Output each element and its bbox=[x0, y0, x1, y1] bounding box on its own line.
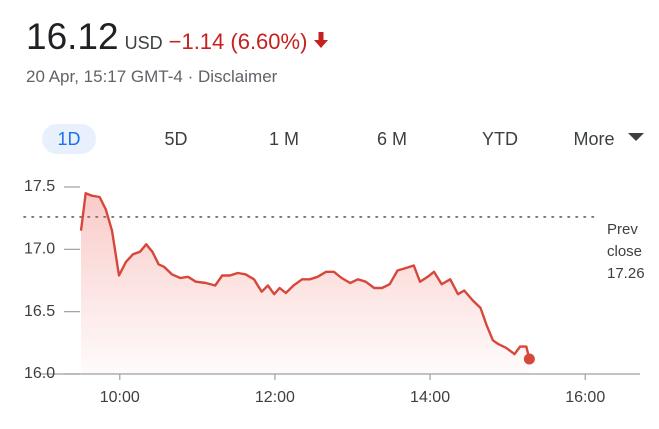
prev-close: Prev close 17.26 bbox=[607, 219, 657, 285]
change: −1.14 (6.60%) bbox=[168, 29, 308, 54]
tab[interactable]: More bbox=[573, 129, 615, 149]
y-tick-label: 17.5 bbox=[24, 178, 55, 195]
tab[interactable]: YTD bbox=[482, 129, 518, 149]
prev-close-label: Prev close bbox=[607, 221, 643, 260]
last-point bbox=[523, 353, 535, 365]
y-tick-label: 17.0 bbox=[24, 241, 55, 258]
down-arrow bbox=[314, 32, 329, 48]
tab[interactable]: 6 M bbox=[376, 129, 407, 149]
tab[interactable]: 1 M bbox=[268, 129, 299, 149]
quote: 16.12 USD −1.14 (6.60%) bbox=[26, 16, 329, 58]
prev-close-value: 17.26 bbox=[607, 265, 645, 282]
y-tick-label: 16.0 bbox=[24, 365, 55, 382]
tab[interactable]: 5D bbox=[164, 129, 188, 149]
x-tick-label: 12:00 bbox=[255, 389, 295, 406]
price: 16.12 bbox=[26, 16, 119, 57]
y-tick-label: 16.5 bbox=[24, 303, 55, 320]
tab[interactable]: 1D bbox=[42, 124, 96, 154]
area bbox=[81, 193, 530, 374]
price-line bbox=[79, 192, 531, 360]
x-tick-label: 16:00 bbox=[565, 389, 605, 406]
timestamp: 20 Apr, 15:17 GMT-4 · Disclaimer bbox=[26, 67, 278, 86]
x-tick-label: 10:00 bbox=[100, 389, 140, 406]
currency: USD bbox=[124, 33, 163, 53]
x-tick-label: 14:00 bbox=[410, 389, 450, 406]
